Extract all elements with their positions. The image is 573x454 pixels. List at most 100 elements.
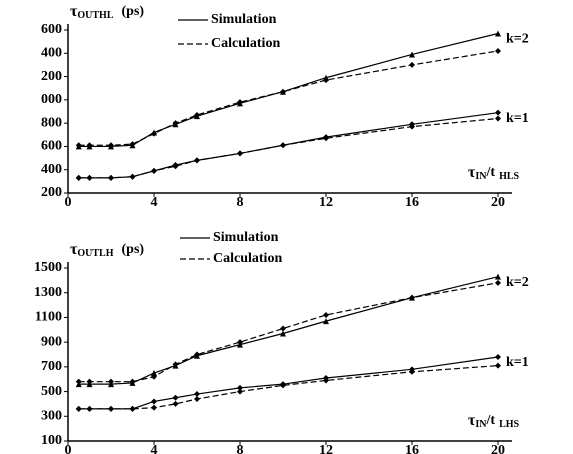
x-axis-title: τIN/t LHS	[468, 412, 520, 431]
x-axis-title: τIN/t HLS	[468, 164, 520, 183]
x-tick-label: 12	[319, 443, 333, 454]
marker	[194, 391, 200, 398]
marker	[108, 174, 114, 181]
y-tick-label: 1100	[35, 310, 62, 325]
group-label: k=2	[506, 32, 529, 47]
y-tick-label: 100	[41, 433, 62, 448]
x-tick-label: 8	[237, 195, 244, 210]
y-tick-label: 200	[41, 185, 62, 200]
marker	[495, 362, 501, 369]
y-title-sub: OUTLH	[77, 248, 113, 259]
marker	[172, 163, 179, 170]
marker	[75, 405, 82, 412]
y-tick-label: 400	[41, 46, 62, 61]
x-title-sub: IN	[475, 419, 487, 430]
marker	[237, 384, 243, 391]
y-title-sub: OUTHL	[77, 10, 113, 21]
marker	[129, 173, 136, 180]
marker	[237, 388, 243, 395]
marker	[323, 377, 329, 384]
marker	[194, 111, 200, 118]
x-tick-label: 20	[491, 195, 505, 210]
series-line	[78, 112, 499, 179]
marker	[323, 311, 329, 318]
y-title-symbol: τ	[70, 3, 78, 20]
marker	[237, 150, 243, 157]
marker	[194, 395, 200, 402]
marker	[323, 135, 329, 142]
marker	[108, 142, 114, 149]
marker	[280, 325, 286, 332]
marker	[495, 30, 501, 37]
marker	[151, 404, 157, 411]
x-tick-label: 4	[151, 195, 158, 210]
x-tick-label: 4	[151, 443, 158, 454]
legend-label: Calculation	[213, 251, 282, 266]
marker	[495, 273, 501, 280]
y-tick-label: 600	[41, 139, 62, 154]
marker	[409, 51, 415, 58]
y-tick-label: 900	[41, 334, 62, 349]
y-axis-title: τOUTHL (ps)	[70, 3, 144, 22]
x-tick-label: 0	[65, 195, 72, 210]
marker	[129, 141, 136, 148]
y-title-symbol: τ	[70, 241, 78, 258]
x-title-mid: /t	[486, 413, 496, 428]
x-title-sub2: LHS	[499, 419, 519, 430]
marker	[172, 394, 179, 401]
y-tick-label: 600	[41, 22, 62, 37]
legend-label: Calculation	[211, 36, 280, 51]
marker	[151, 373, 157, 380]
marker	[237, 339, 243, 346]
y-tick-label: 500	[41, 384, 62, 399]
series-line	[78, 365, 499, 410]
group-label: k=1	[506, 355, 529, 370]
marker	[172, 400, 179, 407]
x-tick-label: 0	[65, 443, 72, 454]
marker	[409, 368, 415, 375]
marker	[237, 99, 243, 106]
marker	[75, 174, 82, 181]
marker	[172, 120, 179, 127]
y-title-unit: (ps)	[122, 242, 145, 257]
y-tick-label: 1300	[34, 285, 62, 300]
marker	[495, 353, 501, 360]
y-tick-label: 700	[41, 359, 62, 374]
marker	[280, 330, 286, 337]
series-line	[78, 50, 499, 146]
x-title-mid: /t	[486, 165, 496, 180]
group-label: k=1	[506, 111, 529, 126]
marker	[172, 361, 179, 368]
marker	[194, 351, 200, 358]
x-title-symbol: τ	[468, 164, 476, 181]
y-tick-label: 400	[41, 162, 62, 177]
marker	[495, 115, 501, 122]
marker	[409, 294, 415, 301]
x-tick-label: 20	[491, 443, 505, 454]
y-tick-label: 200	[41, 69, 62, 84]
y-tick-label: 300	[41, 409, 62, 424]
marker	[129, 378, 136, 385]
x-tick-label: 8	[237, 443, 244, 454]
x-tick-label: 16	[405, 443, 419, 454]
x-title-sub2: HLS	[499, 171, 519, 182]
marker	[108, 405, 114, 412]
x-title-symbol: τ	[468, 412, 476, 429]
legend-label: Simulation	[211, 12, 277, 27]
marker	[280, 142, 286, 149]
series-line	[78, 282, 499, 383]
y-title-unit: (ps)	[122, 4, 145, 19]
marker	[86, 405, 93, 412]
x-tick-label: 12	[319, 195, 333, 210]
y-axis-title: τOUTLH (ps)	[70, 241, 144, 260]
x-tick-label: 16	[405, 195, 419, 210]
series-line	[78, 356, 499, 410]
marker	[409, 123, 415, 130]
marker	[495, 47, 501, 54]
group-label: k=2	[506, 275, 529, 290]
y-tick-label: 000	[41, 92, 62, 107]
x-title-sub: IN	[475, 171, 487, 182]
marker	[75, 378, 82, 385]
marker	[151, 167, 157, 174]
